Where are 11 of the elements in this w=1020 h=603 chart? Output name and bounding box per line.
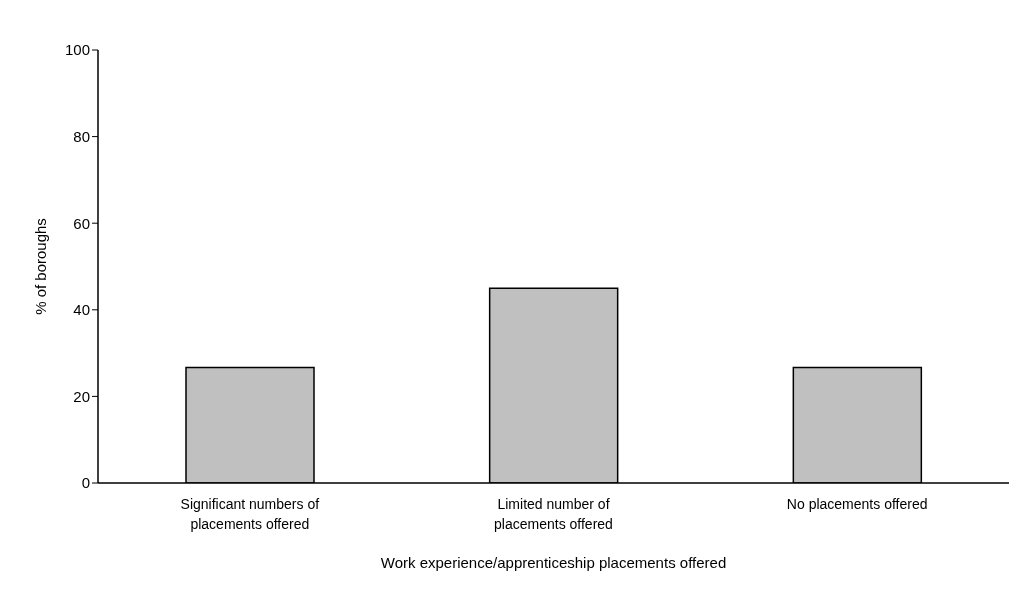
y-tick-label: 20 xyxy=(73,387,90,405)
y-tick-label: 80 xyxy=(73,127,90,145)
x-tick-label: No placements offered xyxy=(786,496,928,512)
y-axis-title: % of boroughs xyxy=(31,218,49,315)
y-tick-label: 0 xyxy=(81,474,90,492)
x-axis-title: Work experience/apprenticeship placements offered xyxy=(380,554,727,571)
y-tick-label: 100 xyxy=(64,41,90,59)
y-tick-label: 40 xyxy=(73,301,90,319)
y-tick-label: 60 xyxy=(73,214,90,232)
x-tick-label: Significant numbers of placements offered xyxy=(180,496,320,532)
x-tick-label: Limited number of placements offered xyxy=(494,496,613,532)
